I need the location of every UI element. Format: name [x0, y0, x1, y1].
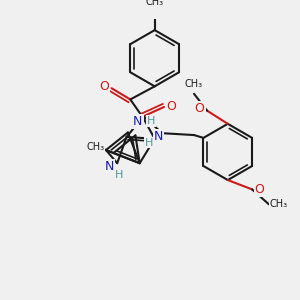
- Text: O: O: [255, 183, 265, 196]
- Text: H: H: [115, 170, 123, 180]
- Text: CH₃: CH₃: [269, 200, 287, 209]
- Text: N: N: [133, 115, 142, 128]
- Text: H: H: [145, 138, 153, 148]
- Text: N: N: [105, 160, 114, 173]
- Text: CH₃: CH₃: [146, 0, 164, 7]
- Text: H: H: [147, 116, 155, 126]
- Text: CH₃: CH₃: [86, 142, 104, 152]
- Text: O: O: [195, 102, 205, 115]
- Text: CH₃: CH₃: [185, 80, 203, 89]
- Text: O: O: [167, 100, 176, 113]
- Text: O: O: [99, 80, 109, 93]
- Text: N: N: [154, 130, 163, 143]
